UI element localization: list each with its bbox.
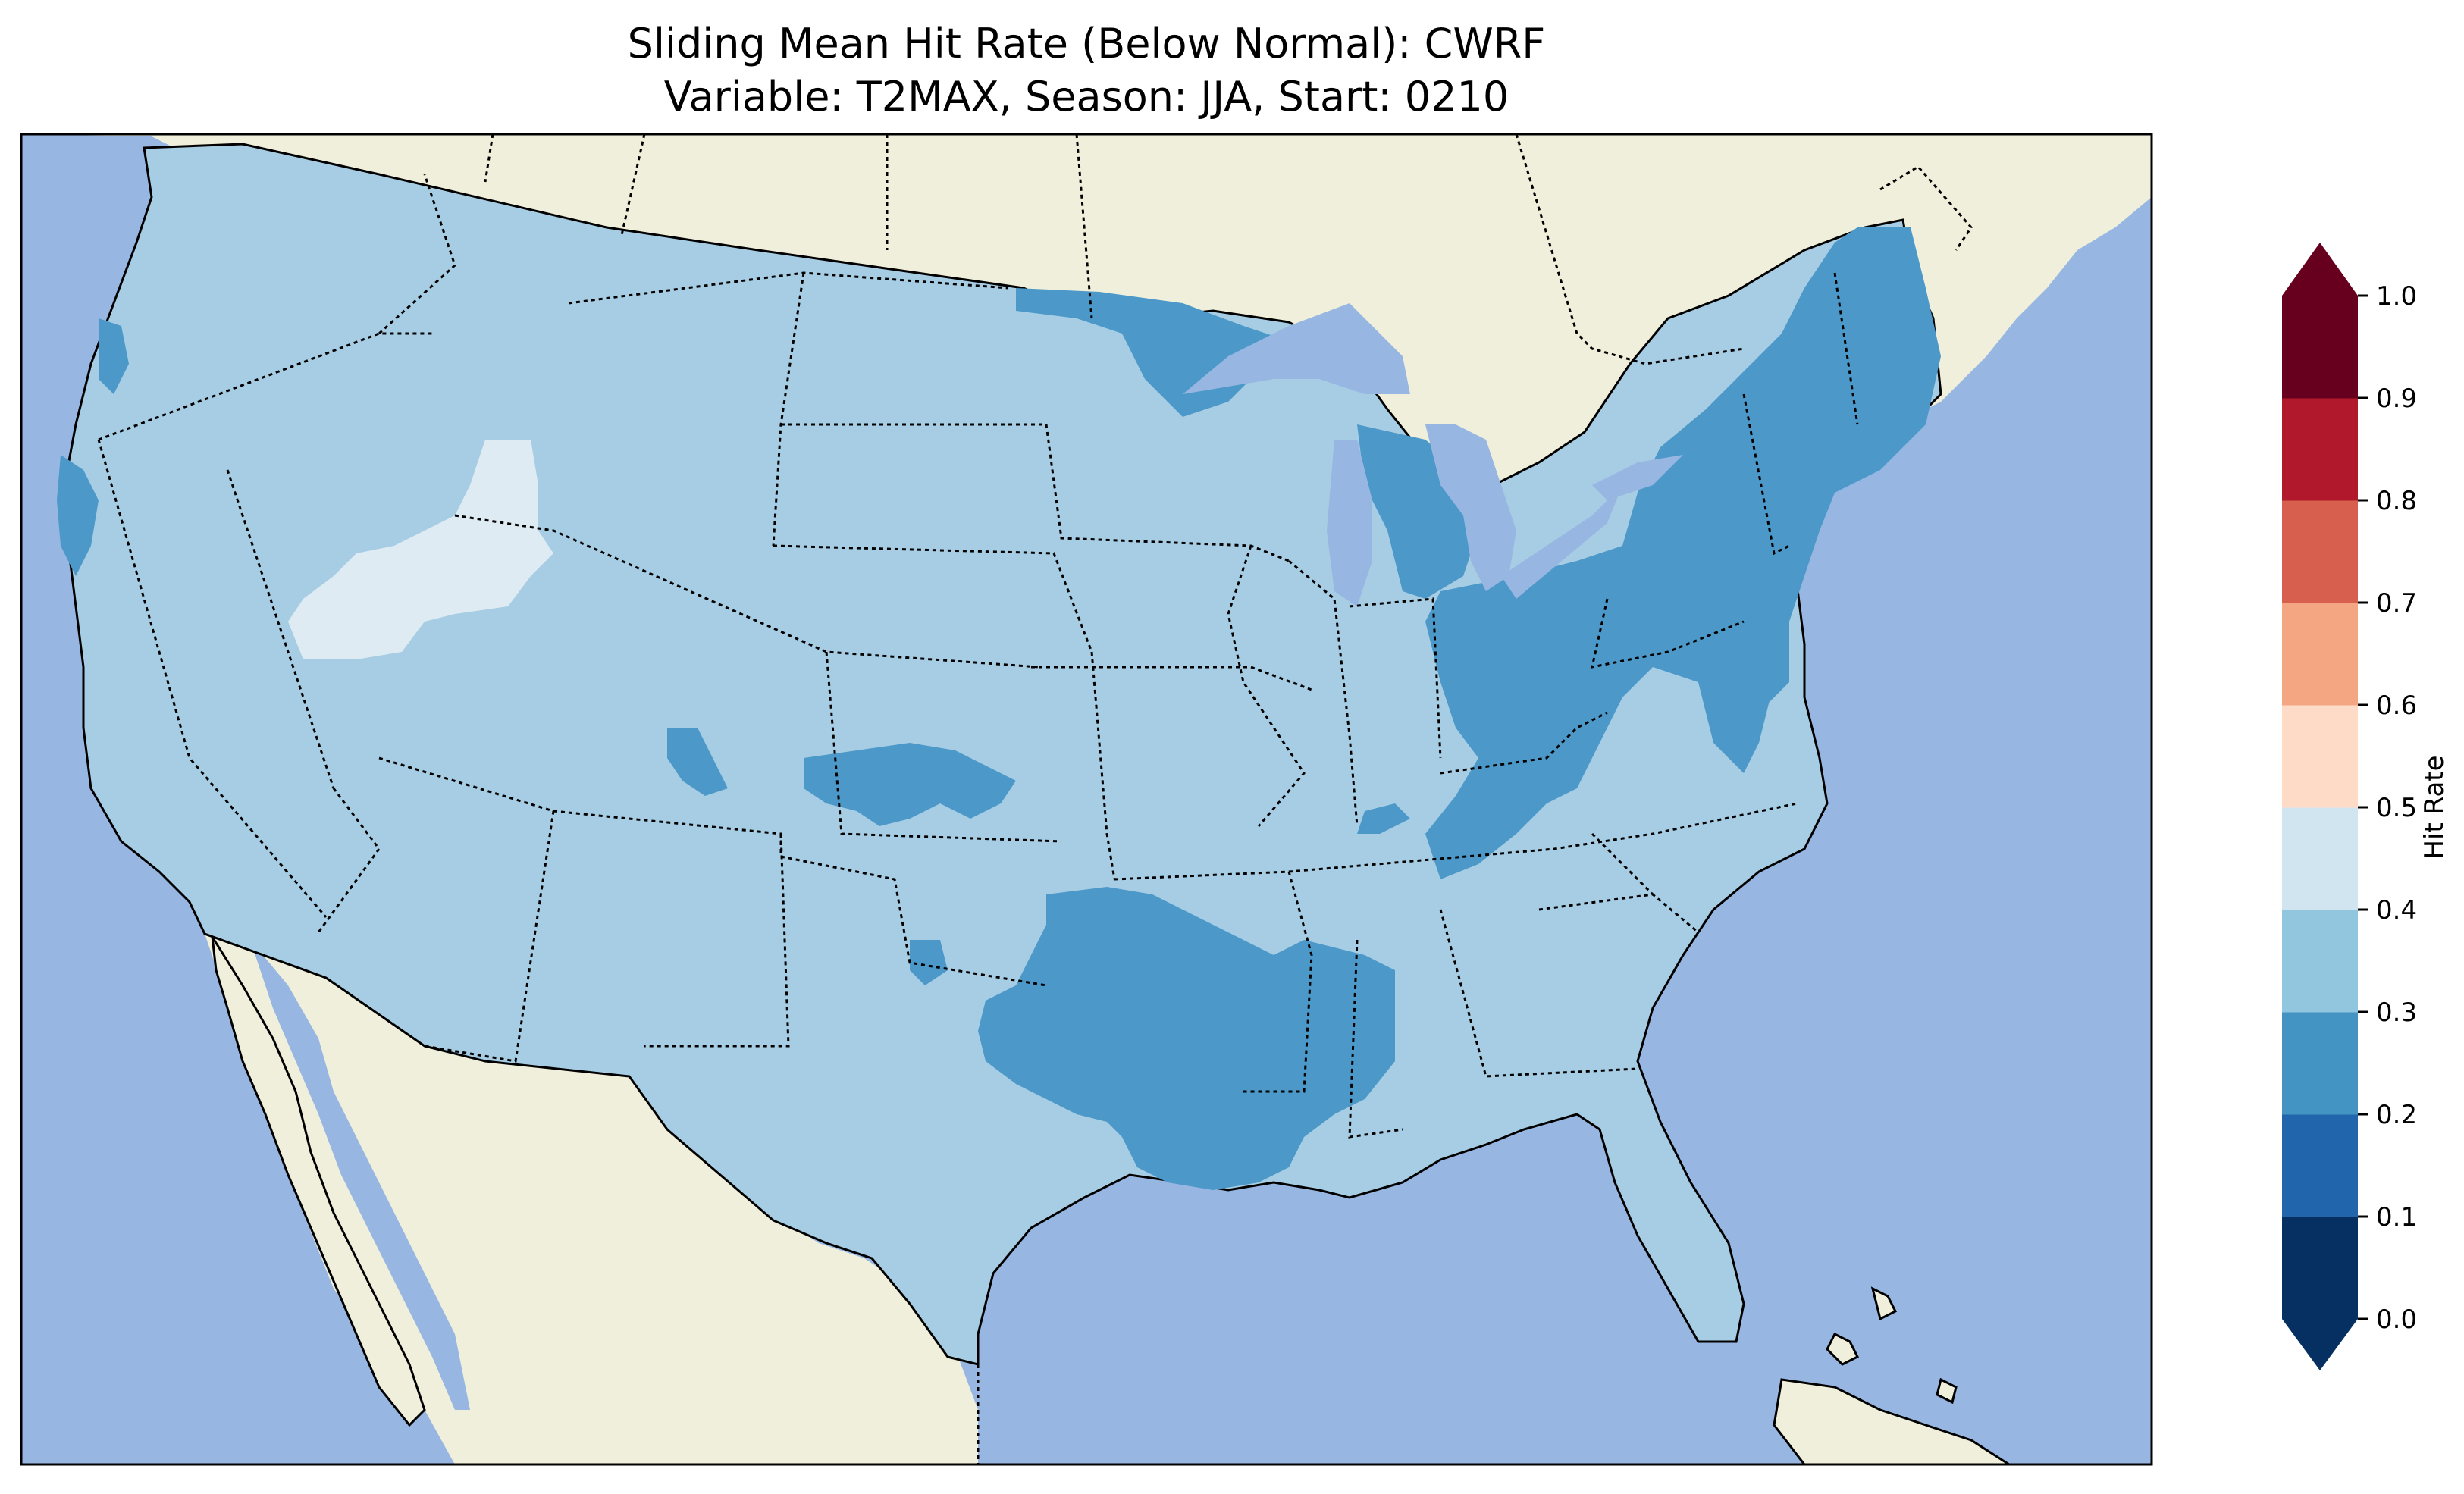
baja-peninsula <box>211 936 426 1427</box>
colorbar-tick-label: 0.5 <box>2376 793 2417 823</box>
state-boundaries <box>97 174 1859 1139</box>
province-boundaries <box>484 134 1973 1464</box>
colorbar-segment <box>2282 1114 2358 1217</box>
map-frame <box>20 133 2153 1466</box>
colorbar-tick-label: 0.0 <box>2376 1305 2417 1335</box>
colorbar-extend-high <box>2282 243 2358 296</box>
colorbar-tick-label: 0.6 <box>2376 691 2417 721</box>
colorbar-segment <box>2282 1012 2358 1115</box>
colorbar-segment <box>2282 500 2358 603</box>
colorbar-segment <box>2282 603 2358 706</box>
great-lakes <box>1183 303 1683 606</box>
colorbar-segment <box>2282 807 2358 910</box>
colorbar-segment <box>2282 296 2358 399</box>
canada-land <box>21 134 2152 584</box>
colorbar-segments <box>2282 296 2358 1320</box>
colorbar-segment <box>2282 705 2358 808</box>
colorbar-segment <box>2282 910 2358 1013</box>
colorbar-extend-low <box>2282 1319 2358 1370</box>
colorbar-tick-label: 0.2 <box>2376 1100 2417 1130</box>
colorbar-label: Hit Rate <box>2419 755 2450 859</box>
colorbar-ticks: 0.0 0.1 0.2 0.3 0.4 0.5 0.6 0.7 0.8 0.9 1.0 <box>2358 281 2417 1335</box>
colorbar-tick-label: 0.8 <box>2376 486 2417 516</box>
colorbar-tick-label: 0.1 <box>2376 1202 2417 1232</box>
colorbar-tick-label: 0.9 <box>2376 384 2417 414</box>
colorbar-segment <box>2282 398 2358 501</box>
colorbar-tick-label: 0.4 <box>2376 895 2417 926</box>
light-hit-rate-area <box>288 440 553 659</box>
bahamas-islands <box>1826 1286 1958 1405</box>
colorbar-tick-label: 1.0 <box>2376 281 2417 312</box>
map-title-line-1: Sliding Mean Hit Rate (Below Normal): CW… <box>627 20 1546 67</box>
conus-field <box>63 143 1942 1366</box>
cuba-island <box>1773 1378 2011 1464</box>
colorbar-tick-label: 0.3 <box>2376 998 2417 1028</box>
colorbar-segment <box>2282 1217 2358 1320</box>
colorbar-tick-label: 0.7 <box>2376 588 2417 619</box>
map-title-line-2: Variable: T2MAX, Season: JJA, Start: 021… <box>663 73 1509 121</box>
mexico-land <box>205 934 978 1464</box>
